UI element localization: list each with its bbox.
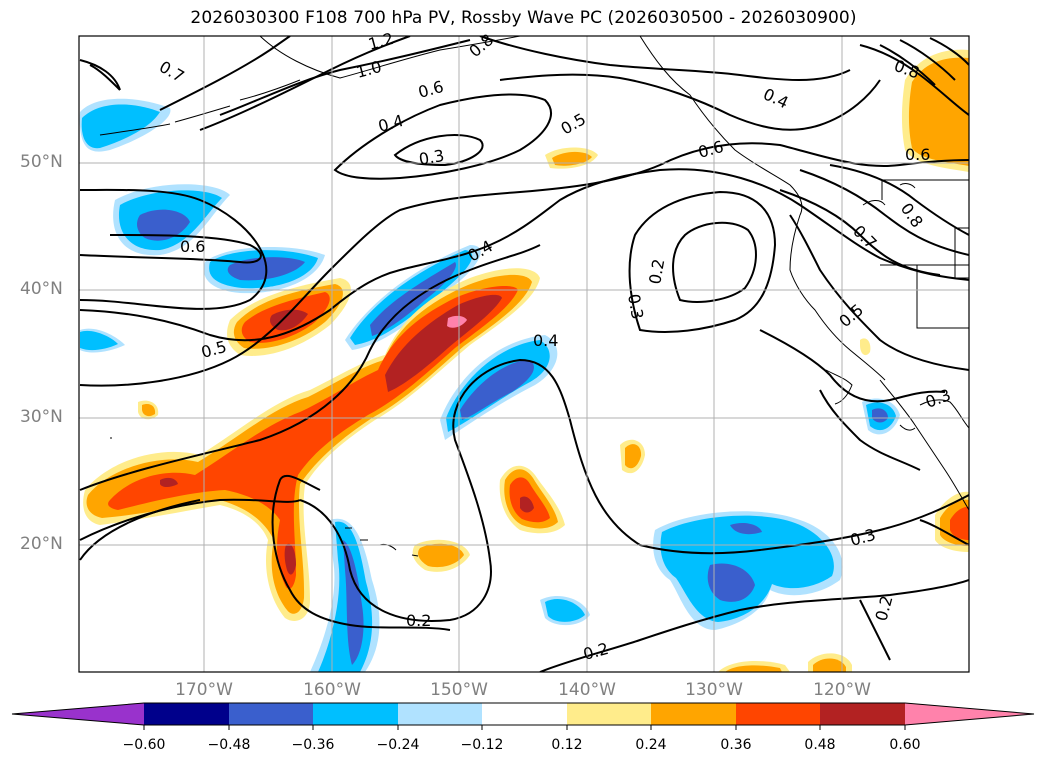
colorbar: [11, 702, 1035, 730]
lon-label: 120°W: [813, 680, 871, 700]
lat-label: 40°N: [20, 279, 63, 299]
colorbar-bin: [820, 703, 905, 725]
pv-contours: [79, 36, 969, 672]
contour-label: 0.8: [465, 30, 497, 61]
colorbar-bin: [229, 703, 313, 725]
contour-label: 1.0: [354, 57, 384, 82]
lat-label: 30°N: [20, 407, 63, 427]
lon-label: 170°W: [175, 680, 233, 700]
colorbar-tick-label: 0.60: [889, 737, 921, 753]
contour-label: 0.4: [533, 331, 558, 350]
lon-label: 160°W: [303, 680, 361, 700]
contour-label: 0.2: [581, 639, 611, 664]
lon-label: 140°W: [558, 680, 616, 700]
contour-label: 0.6: [905, 145, 930, 164]
colorbar-bin: [482, 703, 567, 725]
contour-label: 0.7: [156, 57, 188, 86]
contour-label: 0.5: [558, 109, 590, 138]
colorbar-tick-label: 0.36: [720, 737, 752, 753]
pv-anomaly-fill: [79, 49, 969, 672]
colorbar-bin: [567, 703, 651, 725]
colorbar-extend-low: [12, 703, 144, 725]
colorbar-tick-label: −0.24: [376, 737, 420, 753]
colorbar-tick-label: −0.48: [207, 737, 251, 753]
contour-label: 0.2: [645, 257, 668, 285]
contour-label: 0.5: [835, 300, 867, 331]
colorbar-bin: [736, 703, 820, 725]
colorbar-tick-label: 0.12: [551, 737, 583, 753]
map-title: 2026030300 F108 700 hPa PV, Rossby Wave …: [190, 8, 857, 28]
contour-label: 0.6: [416, 77, 446, 102]
contour-label: 0.3: [923, 385, 953, 412]
colorbar-tick-label: −0.60: [122, 737, 166, 753]
contour-label: 0.6: [180, 237, 205, 256]
contour-label: 0.3: [848, 525, 878, 550]
colorbar-bin: [398, 703, 482, 725]
contour-label: 0.4: [376, 111, 406, 136]
colorbar-tick-label: 0.24: [635, 737, 667, 753]
contour-label: 0.2: [872, 594, 897, 624]
colorbar-tick-label: 0.48: [804, 737, 836, 753]
lat-label: 50°N: [20, 152, 63, 172]
map-frame: [78, 35, 970, 673]
colorbar-extend-high: [905, 703, 1034, 725]
contour-label: 0.2: [406, 611, 431, 630]
contour-label: 1.2: [366, 29, 396, 54]
colorbar-tick-label: −0.36: [291, 737, 335, 753]
contour-label: 0.6: [696, 137, 726, 162]
lat-label: 20°N: [20, 534, 63, 554]
colorbar-bin: [651, 703, 736, 725]
lon-label: 130°W: [685, 680, 743, 700]
colorbar-bin: [144, 703, 229, 725]
contour-label: 0.4: [760, 84, 791, 112]
colorbar-bin: [313, 703, 398, 725]
lon-label: 150°W: [430, 680, 488, 700]
graticule: [79, 36, 969, 672]
contour-label: 0.3: [624, 292, 647, 320]
contour-label: 0.3: [417, 146, 445, 169]
colorbar-tick-label: −0.12: [460, 737, 504, 753]
